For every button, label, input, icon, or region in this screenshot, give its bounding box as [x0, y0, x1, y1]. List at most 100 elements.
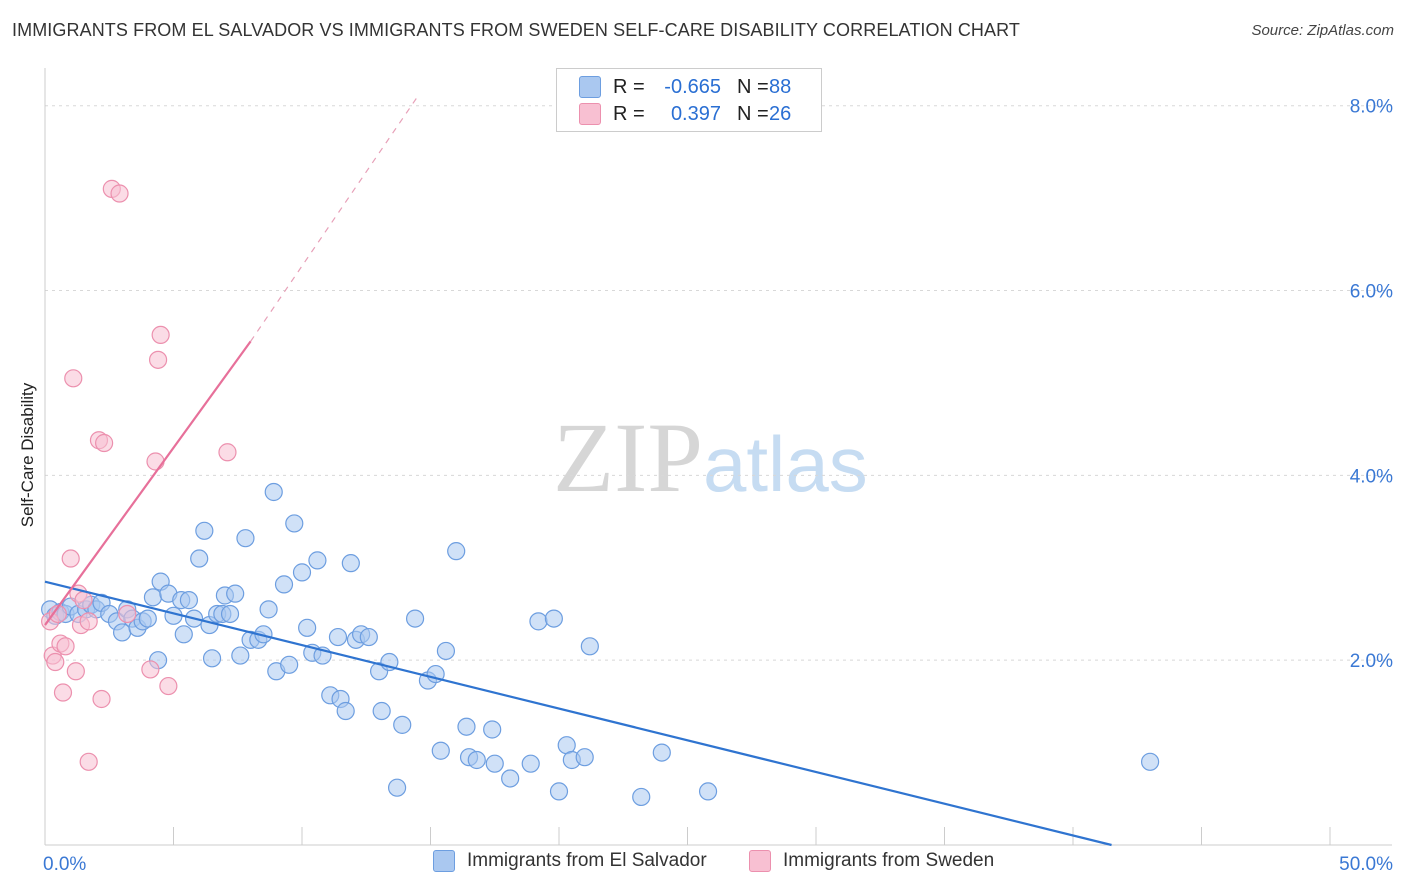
data-point: [159, 676, 178, 696]
source-label: Source: ZipAtlas.com: [1251, 22, 1394, 39]
data-point: [652, 743, 671, 762]
data-point: [141, 660, 160, 679]
y-tick-label: 8.0%: [1350, 97, 1393, 118]
x-tick-label: 0.0%: [43, 854, 86, 875]
data-point: [236, 529, 255, 548]
data-point: [74, 591, 93, 610]
y-axis-label: Self-Care Disability: [18, 382, 37, 528]
x-tick-label: 50.0%: [1339, 854, 1393, 875]
data-point: [336, 701, 355, 721]
legend-item-el-salvador[interactable]: Immigrants from El Salvador: [433, 850, 707, 872]
legend-r-value: -0.665: [664, 75, 721, 98]
trend-line-sweden-extension: [250, 96, 419, 342]
series-legend: Immigrants from El Salvador Immigrants f…: [0, 850, 1406, 878]
data-point: [328, 627, 348, 647]
legend-swatch-el-salvador: [579, 76, 601, 98]
data-point: [308, 551, 327, 570]
data-point: [501, 769, 520, 788]
data-point: [66, 662, 85, 681]
data-point: [264, 482, 283, 502]
data-point: [457, 717, 476, 736]
data-point: [698, 782, 718, 801]
data-point: [580, 637, 599, 656]
legend-n-label: N =: [737, 102, 769, 125]
data-point: [226, 584, 245, 603]
data-point: [138, 609, 157, 628]
legend-r-label: R =: [613, 75, 645, 98]
tick-labels: 2.0% 4.0% 6.0% 8.0% 0.0% 50.0%: [43, 97, 1393, 875]
data-point: [64, 369, 83, 388]
legend-item-sweden[interactable]: Immigrants from Sweden: [749, 850, 994, 872]
correlation-legend: R = -0.665 N = 88 R = 0.397 N = 26: [556, 68, 822, 132]
legend-n-label: N =: [737, 75, 769, 98]
data-point: [92, 689, 111, 709]
data-point: [341, 554, 360, 573]
data-point: [405, 609, 425, 628]
data-point: [387, 778, 407, 797]
data-point: [148, 350, 168, 369]
legend-swatch-sweden: [749, 850, 771, 872]
data-point: [143, 588, 163, 607]
data-point: [292, 563, 312, 582]
data-point: [467, 750, 486, 770]
data-point: [174, 625, 193, 644]
y-tick-label: 4.0%: [1350, 466, 1393, 487]
data-point: [436, 641, 456, 661]
legend-n-value: 88: [769, 75, 792, 98]
data-point: [53, 683, 73, 702]
legend-swatch-sweden: [579, 103, 601, 125]
data-point: [46, 652, 65, 672]
data-point: [259, 600, 278, 619]
y-tick-label: 2.0%: [1350, 651, 1393, 672]
axes: [44, 68, 1392, 846]
data-point: [359, 627, 378, 647]
watermark-atlas: atlas: [703, 420, 868, 508]
series-el-salvador: [41, 482, 1160, 807]
data-point: [393, 715, 412, 734]
data-point: [79, 752, 98, 771]
data-point: [79, 612, 98, 631]
data-point: [202, 649, 222, 668]
watermark: ZIPatlas: [553, 400, 868, 515]
data-point: [218, 443, 237, 462]
data-point: [447, 542, 466, 561]
trend-line-el-salvador: [44, 580, 1112, 847]
data-point: [575, 748, 594, 767]
legend-r-value: 0.397: [670, 102, 721, 125]
watermark-zip: ZIP: [553, 402, 703, 513]
legend-n-value: 26: [769, 102, 792, 125]
data-point: [544, 609, 563, 628]
data-point: [285, 514, 304, 533]
trend-line-sweden: [44, 340, 252, 626]
data-point: [118, 604, 137, 624]
data-point: [485, 754, 504, 773]
data-point: [146, 452, 165, 471]
data-point: [280, 655, 299, 674]
data-point: [521, 754, 540, 773]
data-point: [298, 618, 317, 637]
legend-label-sweden: Immigrants from Sweden: [783, 850, 995, 871]
data-point: [632, 787, 651, 807]
data-point: [431, 741, 450, 760]
series-sweden: [41, 179, 237, 771]
data-point: [179, 591, 199, 610]
legend-swatch-el-salvador: [433, 850, 455, 872]
data-point: [190, 549, 209, 568]
trend-lines: [44, 96, 1112, 847]
data-point: [110, 184, 129, 203]
data-point: [1140, 752, 1160, 771]
data-point: [151, 325, 170, 344]
data-point: [549, 782, 569, 801]
y-tick-label: 6.0%: [1350, 282, 1393, 303]
data-point: [56, 637, 75, 656]
legend-r-label: R =: [613, 102, 645, 125]
data-point: [529, 612, 548, 631]
data-point: [372, 701, 391, 721]
grid-lines: [45, 105, 1392, 661]
chart-title: IMMIGRANTS FROM EL SALVADOR VS IMMIGRANT…: [12, 20, 1020, 40]
data-point: [483, 720, 502, 739]
data-point: [274, 575, 294, 594]
legend-label-el-salvador: Immigrants from El Salvador: [467, 850, 707, 871]
data-point: [95, 433, 114, 453]
